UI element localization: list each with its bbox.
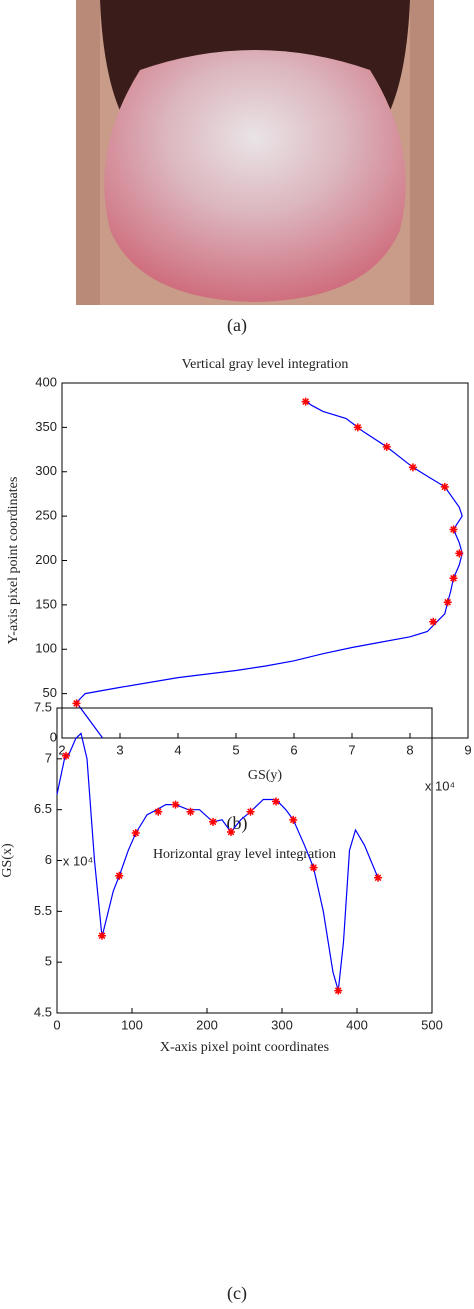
star-marker xyxy=(289,815,298,824)
data-line xyxy=(56,732,379,991)
caption: (c) xyxy=(227,1283,247,1304)
chart-title: Horizontal gray level integration xyxy=(153,847,336,862)
star-marker xyxy=(353,423,362,432)
star-marker xyxy=(334,986,343,995)
x-tick-label: 8 xyxy=(406,742,413,757)
star-marker xyxy=(449,574,458,583)
y-axis-label: GS(x) xyxy=(0,843,15,878)
star-marker xyxy=(115,871,124,880)
star-marker xyxy=(227,828,235,837)
star-marker xyxy=(98,931,106,940)
y-tick-label: 7 xyxy=(45,750,52,765)
x-tick-label: 100 xyxy=(121,1017,143,1032)
plot-frame xyxy=(61,382,469,739)
star-marker xyxy=(449,525,458,534)
star-marker xyxy=(429,617,438,626)
star-marker xyxy=(382,442,391,451)
y-tick-label: 300 xyxy=(35,463,57,478)
y-tick-label: 100 xyxy=(35,641,57,656)
star-marker xyxy=(171,800,180,809)
x-tick-label: 300 xyxy=(271,1017,293,1032)
star-marker xyxy=(209,817,217,826)
tongue-photo xyxy=(76,0,434,305)
star-marker xyxy=(154,807,163,816)
axis-multiplier: x 10⁴ xyxy=(63,853,93,868)
star-marker xyxy=(62,751,70,760)
star-marker xyxy=(455,549,464,558)
star-marker xyxy=(408,463,417,472)
y-tick-label: 0 xyxy=(50,729,57,744)
chart-title: Vertical gray level integration xyxy=(182,357,349,372)
x-tick-label: 4 xyxy=(174,742,181,757)
y-tick-label: 50 xyxy=(43,685,57,700)
caption: (a) xyxy=(227,315,247,336)
x-axis-label: X-axis pixel point coordinates xyxy=(160,1040,329,1055)
y-tick-label: 6 xyxy=(45,852,52,867)
x-tick-label: 6 xyxy=(290,742,297,757)
y-tick-label: 5.5 xyxy=(34,903,52,918)
y-tick-label: 350 xyxy=(35,419,57,434)
x-tick-label: 7 xyxy=(348,742,355,757)
x-tick-label: 5 xyxy=(232,742,239,757)
star-marker xyxy=(72,699,81,708)
star-marker xyxy=(272,797,280,806)
star-marker xyxy=(374,873,382,882)
star-marker xyxy=(443,598,452,607)
x-axis-label: GS(y) xyxy=(248,768,283,783)
y-tick-label: 5 xyxy=(45,954,52,969)
x-tick-label: 2 xyxy=(58,742,65,757)
star-marker xyxy=(131,829,140,838)
y-tick-label: 4.5 xyxy=(34,1004,52,1019)
y-axis-label: Y-axis pixel point coordinates xyxy=(6,477,21,645)
x-tick-label: 0 xyxy=(53,1017,60,1032)
star-marker xyxy=(301,397,310,406)
star-marker xyxy=(440,482,449,491)
data-line xyxy=(75,400,463,739)
x-tick-label: 500 xyxy=(421,1017,443,1032)
y-tick-label: 150 xyxy=(35,596,57,611)
y-tick-label: 250 xyxy=(35,508,57,523)
x-tick-label: 200 xyxy=(196,1017,218,1032)
y-tick-label: 200 xyxy=(35,552,57,567)
star-marker xyxy=(186,807,195,816)
x-tick-label: 400 xyxy=(346,1017,368,1032)
x-tick-label: 3 xyxy=(116,742,123,757)
star-marker xyxy=(246,807,255,816)
y-tick-label: 7.5 xyxy=(34,699,52,714)
axis-multiplier: x 10⁴ xyxy=(425,778,455,793)
x-tick-label: 9 xyxy=(464,742,471,757)
y-tick-label: 400 xyxy=(35,374,57,389)
star-marker xyxy=(309,863,318,872)
y-tick-label: 6.5 xyxy=(34,801,52,816)
